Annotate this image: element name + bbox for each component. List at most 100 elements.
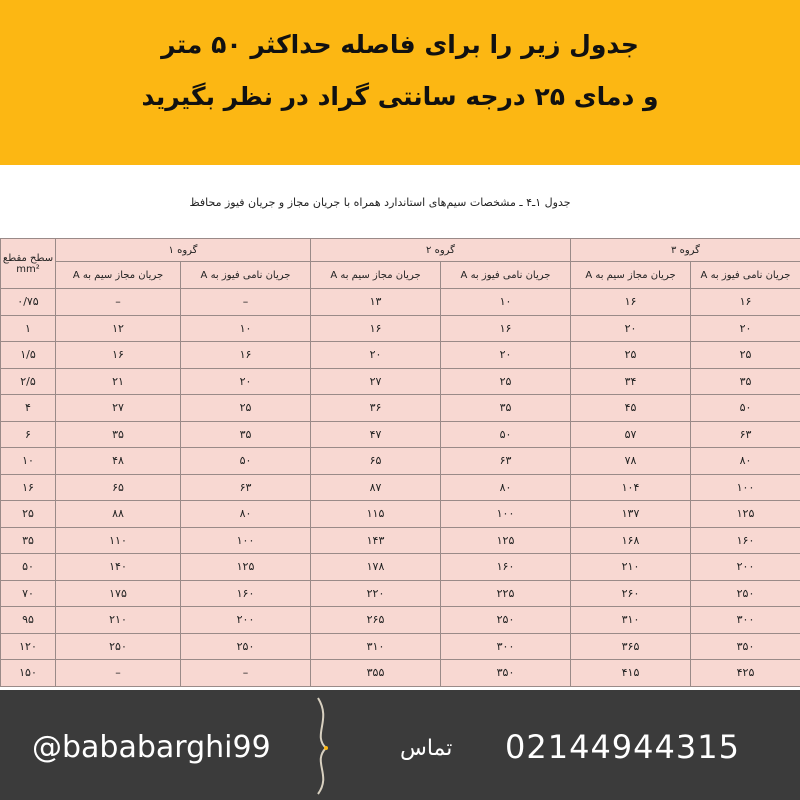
value-cell: ۱۰	[440, 288, 571, 316]
value-cell: ۱۳۷	[570, 500, 691, 528]
value-cell: –	[55, 288, 181, 316]
value-cell: ۵۷	[570, 420, 691, 448]
value-cell: ۳۶	[310, 394, 441, 422]
value-cell: ۲۰	[690, 314, 800, 342]
section-cell: ۵۰	[0, 553, 56, 581]
value-cell: ۳۱۰	[570, 606, 691, 634]
banner: جدول زیر را برای فاصله حداکثر ۵۰ متر و د…	[0, 0, 800, 165]
table-row: ۰/۷۵– –۱۳ ۱۰ ۱۶ ۱۶	[0, 288, 800, 316]
contact-label: تماس	[400, 736, 453, 761]
value-cell: –	[180, 288, 311, 316]
table-row: ۹۵ ۲۱۰ ۲۰۰ ۲۶۵ ۲۵۰ ۳۱۰ ۳۰۰	[0, 606, 800, 634]
value-cell: ۱۰	[180, 314, 311, 342]
section-cell: ۱۰	[0, 447, 56, 475]
value-cell: ۱۶	[440, 314, 571, 342]
value-cell: ۲۱	[55, 367, 181, 395]
table-row: ۶ ۳۵ ۳۵ ۴۷ ۵۰ ۵۷ ۶۳	[0, 420, 800, 448]
value-cell: ۶۳	[690, 420, 800, 448]
table-row: ۱۰ ۴۸ ۵۰ ۶۵ ۶۳ ۷۸ ۸۰	[0, 447, 800, 475]
value-cell: ۲۵	[440, 367, 571, 395]
value-cell: ۸۰	[180, 500, 311, 528]
value-cell: ۲۱۰	[55, 606, 181, 634]
banner-line: و دمای ۲۵ درجه سانتی گراد در نظر بگیرید	[141, 82, 659, 111]
value-cell: ۴۸	[55, 447, 181, 475]
value-cell: –	[180, 659, 311, 687]
value-cell: ۲۵	[570, 341, 691, 369]
value-cell: ۲۵	[690, 341, 800, 369]
value-cell: ۲۱۰	[570, 553, 691, 581]
value-cell: ۳۵۰	[690, 632, 800, 660]
table-row: ۴ ۲۷ ۲۵ ۳۶ ۳۵ ۴۵ ۵۰	[0, 394, 800, 422]
value-cell: ۳۵۰	[440, 659, 571, 687]
value-cell: ۱۰۰	[690, 473, 800, 501]
table-row: ۲۵ ۸۸ ۸۰ ۱۱۵ ۱۰۰ ۱۳۷ ۱۲۵	[0, 500, 800, 528]
value-cell: ۳۰۰	[690, 606, 800, 634]
value-cell: ۸۸	[55, 500, 181, 528]
value-cell: ۱۲۵	[690, 500, 800, 528]
value-cell: ۱۱۰	[55, 526, 181, 554]
value-cell: ۶۵	[310, 447, 441, 475]
value-cell: ۲۵۰	[55, 632, 181, 660]
value-cell: ۲۷	[310, 367, 441, 395]
value-cell: ۲۰۰	[180, 606, 311, 634]
section-cell: ۱۲۰	[0, 632, 56, 660]
value-cell: ۱۶	[570, 288, 691, 316]
table-row: ۱ ۱۲ ۱۰ ۱۶ ۱۶ ۲۰ ۲۰	[0, 314, 800, 342]
group-header: گروه ۱	[55, 238, 311, 262]
value-cell: ۲۵	[180, 394, 311, 422]
value-cell: ۴۷	[310, 420, 441, 448]
value-cell: ۴۲۵	[690, 659, 800, 687]
sub-header: جریان نامی فیوز به A	[690, 261, 800, 289]
value-cell: ۳۵	[55, 420, 181, 448]
table-row: ۲/۵ ۲۱ ۲۰ ۲۷ ۲۵ ۳۴ ۳۵	[0, 367, 800, 395]
value-cell: ۱۰۰	[440, 500, 571, 528]
table-row: ۱۵۰– –۳۵۵ ۳۵۰ ۴۱۵ ۴۲۵	[0, 659, 800, 687]
value-cell: ۱۶	[55, 341, 181, 369]
value-cell: ۳۶۵	[570, 632, 691, 660]
section-cell: ۱۶	[0, 473, 56, 501]
section-cell: ۲/۵	[0, 367, 56, 395]
section-cell: ۴	[0, 394, 56, 422]
value-cell: ۱۱۵	[310, 500, 441, 528]
value-cell: ۴۵	[570, 394, 691, 422]
value-cell: ۲۰۰	[690, 553, 800, 581]
section-cell: ۱۵۰	[0, 659, 56, 687]
value-cell: ۵۰	[180, 447, 311, 475]
section-cell: ۲۵	[0, 500, 56, 528]
value-cell: ۳۵	[180, 420, 311, 448]
value-cell: ۳۵	[690, 367, 800, 395]
table-row: سطح مقطع mm² گروه ۱ گروه ۲ گروه ۳	[0, 238, 800, 289]
value-cell: ۳۴	[570, 367, 691, 395]
value-cell: ۱۳	[310, 288, 441, 316]
value-cell: ۱۲	[55, 314, 181, 342]
value-cell: ۱۴۰	[55, 553, 181, 581]
footer-decoration	[317, 697, 328, 795]
section-cell: ۰/۷۵	[0, 288, 56, 316]
value-cell: ۳۵۵	[310, 659, 441, 687]
value-cell: ۲۷	[55, 394, 181, 422]
table-row: ۷۰ ۱۷۵ ۱۶۰ ۲۲۰ ۲۲۵ ۲۶۰ ۲۵۰	[0, 579, 800, 607]
value-cell: ۱۴۳	[310, 526, 441, 554]
value-cell: ۸۰	[440, 473, 571, 501]
table: سطح مقطع mm² گروه ۱ گروه ۲ گروه ۳ جریان مجاز…	[0, 238, 800, 687]
value-cell: ۲۰	[570, 314, 691, 342]
value-cell: ۲۰	[440, 341, 571, 369]
value-cell: ۲۲۵	[440, 579, 571, 607]
value-cell: ۳۵	[440, 394, 571, 422]
table-caption: جدول ۱ـ۴ ـ مشخصات سیم‌های استاندارد همرا…	[189, 196, 571, 209]
value-cell: ۱۶۰	[690, 526, 800, 554]
value-cell: ۱۶۰	[180, 579, 311, 607]
value-cell: ۱۶	[180, 341, 311, 369]
value-cell: ۳۱۰	[310, 632, 441, 660]
value-cell: ۱۶	[690, 288, 800, 316]
sub-header: جریان مجاز سیم به A	[570, 261, 691, 289]
table-row: ۳۵ ۱۱۰ ۱۰۰ ۱۴۳ ۱۲۵ ۱۶۸ ۱۶۰	[0, 526, 800, 554]
table-row: ۱/۵ ۱۶ ۱۶ ۲۰ ۲۰ ۲۵ ۲۵	[0, 341, 800, 369]
footer: @bababarghi99 تماس 02144944315	[0, 690, 800, 800]
value-cell: ۲۰	[310, 341, 441, 369]
value-cell: ۲۵۰	[690, 579, 800, 607]
group-header: گروه ۳	[570, 238, 800, 262]
value-cell: ۱۰۴	[570, 473, 691, 501]
section-cell: ۷۰	[0, 579, 56, 607]
value-cell: ۱۶	[310, 314, 441, 342]
